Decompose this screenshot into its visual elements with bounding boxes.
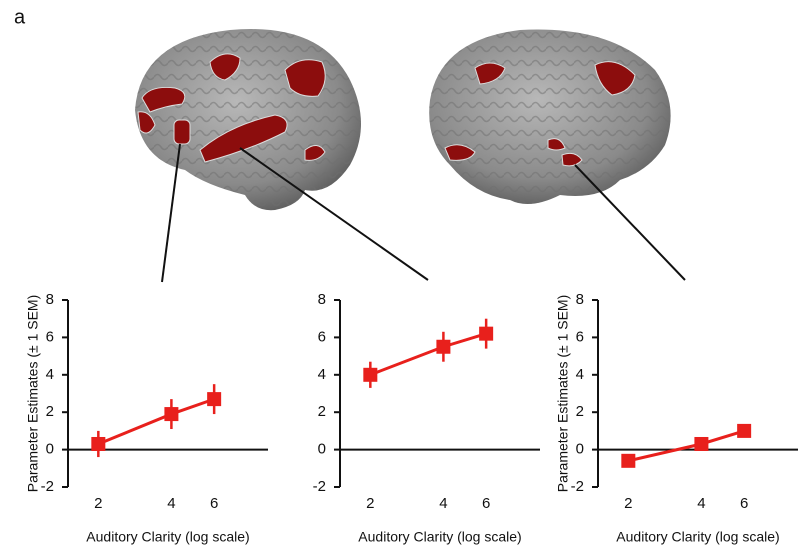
panel-label: a xyxy=(14,6,26,28)
marker xyxy=(479,326,494,341)
brain-right xyxy=(429,29,671,204)
y-tick-label: -2 xyxy=(313,478,326,495)
y-tick-label: -2 xyxy=(41,478,54,495)
y-tick-label: 4 xyxy=(576,366,584,383)
marker xyxy=(694,436,709,451)
x-tick-label: 2 xyxy=(94,495,102,512)
marker xyxy=(363,367,378,382)
x-axis-label: Auditory Clarity (log scale) xyxy=(86,529,249,545)
x-tick-label: 6 xyxy=(482,495,490,512)
y-tick-label: 0 xyxy=(46,441,54,458)
x-tick-label: 2 xyxy=(366,495,374,512)
marker xyxy=(737,423,752,438)
data-line xyxy=(369,332,487,377)
y-axis-label: Parameter Estimates (± 1 SEM) xyxy=(25,295,41,493)
y-tick-label: 8 xyxy=(318,291,326,308)
y-tick-label: 0 xyxy=(576,441,584,458)
marker xyxy=(207,392,222,407)
x-tick-label: 6 xyxy=(740,495,748,512)
y-tick-label: 0 xyxy=(318,441,326,458)
x-tick-label: 6 xyxy=(210,495,218,512)
y-tick-label: 4 xyxy=(46,366,54,383)
data-line xyxy=(627,429,745,463)
marker xyxy=(164,407,179,422)
data-line xyxy=(97,397,215,446)
x-tick-label: 4 xyxy=(439,495,447,512)
x-tick-label: 4 xyxy=(697,495,705,512)
x-tick-label: 4 xyxy=(167,495,175,512)
y-tick-label: 8 xyxy=(576,291,584,308)
connectors xyxy=(161,143,686,283)
x-tick-label: 2 xyxy=(624,495,632,512)
marker xyxy=(621,453,636,468)
marker xyxy=(436,339,451,354)
y-tick-label: 2 xyxy=(576,403,584,420)
x-axis-label: Auditory Clarity (log scale) xyxy=(616,529,779,545)
y-tick-label: 8 xyxy=(46,291,54,308)
y-axis-label: Parameter Estimates (± 1 SEM) xyxy=(555,295,571,493)
y-tick-label: 2 xyxy=(46,403,54,420)
y-tick-label: -2 xyxy=(571,478,584,495)
y-tick-label: 6 xyxy=(576,328,584,345)
y-tick-label: 6 xyxy=(318,328,326,345)
marker xyxy=(91,436,106,451)
y-tick-label: 2 xyxy=(318,403,326,420)
brain-left xyxy=(135,29,361,211)
x-axis-label: Auditory Clarity (log scale) xyxy=(358,529,521,545)
y-tick-label: 6 xyxy=(46,328,54,345)
y-tick-label: 4 xyxy=(318,366,326,383)
